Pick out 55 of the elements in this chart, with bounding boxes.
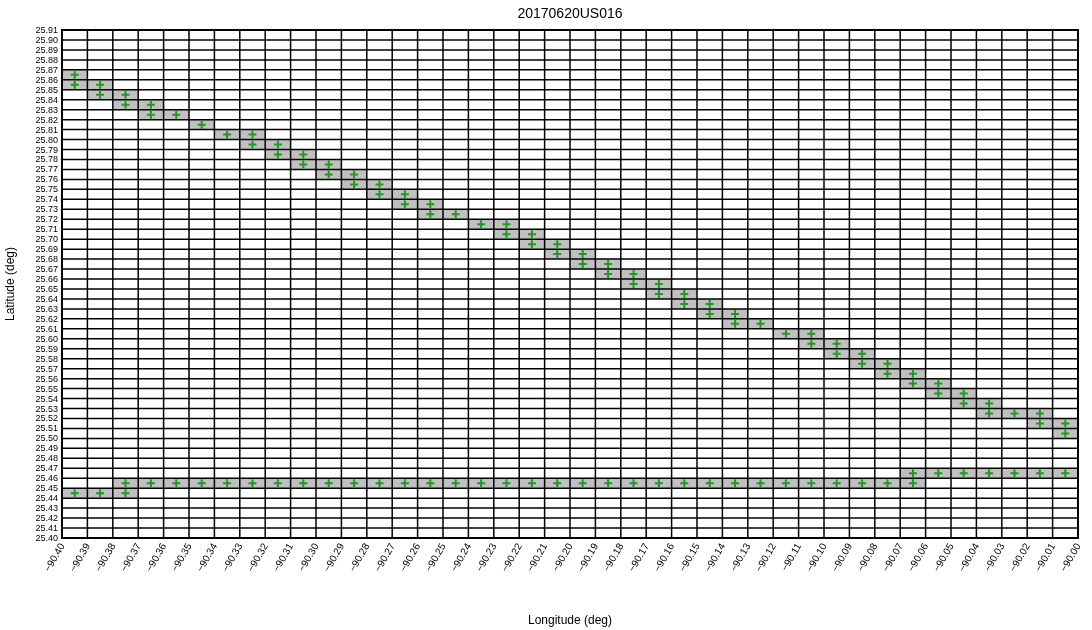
y-tick-label: 25.90 xyxy=(35,34,58,45)
y-tick-label: 25.63 xyxy=(35,303,58,314)
y-tick-label: 25.66 xyxy=(35,274,58,285)
y-tick-label: 25.64 xyxy=(35,293,58,304)
y-tick-label: 25.49 xyxy=(35,443,58,454)
y-tick-label: 25.48 xyxy=(35,453,58,464)
y-tick-label: 25.50 xyxy=(35,433,58,444)
y-tick-label: 25.86 xyxy=(35,74,58,85)
y-tick-label: 25.72 xyxy=(35,214,58,225)
y-tick-label: 25.70 xyxy=(35,234,58,245)
y-tick-label: 25.56 xyxy=(35,373,58,384)
y-tick-label: 25.59 xyxy=(35,343,58,354)
y-tick-label: 25.77 xyxy=(35,164,58,175)
y-tick-label: 25.87 xyxy=(35,64,58,75)
y-tick-label: 25.81 xyxy=(35,124,58,135)
y-tick-label: 25.57 xyxy=(35,363,58,374)
y-tick-label: 25.58 xyxy=(35,353,58,364)
y-tick-label: 25.69 xyxy=(35,244,58,255)
y-tick-label: 25.51 xyxy=(35,423,58,434)
y-tick-label: 25.41 xyxy=(35,523,58,534)
chart-title: 20170620US016 xyxy=(517,5,623,21)
y-tick-label: 25.55 xyxy=(35,383,58,394)
y-tick-label: 25.88 xyxy=(35,54,58,65)
y-tick-label: 25.76 xyxy=(35,174,58,185)
y-tick-label: 25.54 xyxy=(35,393,58,404)
y-tick-label: 25.67 xyxy=(35,264,58,275)
y-tick-label: 25.73 xyxy=(35,204,58,215)
y-tick-label: 25.82 xyxy=(35,114,58,125)
y-tick-label: 25.79 xyxy=(35,144,58,155)
y-tick-label: 25.80 xyxy=(35,134,58,145)
y-tick-label: 25.91 xyxy=(35,25,58,35)
y-tick-label: 25.60 xyxy=(35,333,58,344)
y-tick-label: 25.53 xyxy=(35,403,58,414)
y-tick-label: 25.65 xyxy=(35,283,58,294)
y-tick-label: 25.61 xyxy=(35,323,58,334)
y-tick-label: 25.84 xyxy=(35,94,58,105)
y-tick-label: 25.89 xyxy=(35,44,58,55)
y-tick-label: 25.52 xyxy=(35,413,58,424)
y-tick-label: 25.45 xyxy=(35,483,58,494)
y-tick-label: 25.78 xyxy=(35,154,58,165)
y-tick-label: 25.83 xyxy=(35,104,58,115)
y-tick-label: 25.85 xyxy=(35,84,58,95)
y-tick-label: 25.68 xyxy=(35,254,58,265)
y-tick-label: 25.62 xyxy=(35,313,58,324)
x-axis-title: Longitude (deg) xyxy=(527,613,613,627)
y-tick-label: 25.71 xyxy=(35,224,58,235)
y-tick-label: 25.47 xyxy=(35,463,58,474)
y-tick-label: 25.44 xyxy=(35,493,58,504)
y-tick-label: 25.43 xyxy=(35,503,58,514)
y-axis-title: Latitude (deg) xyxy=(3,246,17,322)
y-tick-label: 25.40 xyxy=(35,533,58,543)
y-tick-label: 25.42 xyxy=(35,513,58,524)
y-tick-label: 25.46 xyxy=(35,473,58,484)
y-tick-label: 25.75 xyxy=(35,184,58,195)
y-tick-label: 25.74 xyxy=(35,194,58,205)
